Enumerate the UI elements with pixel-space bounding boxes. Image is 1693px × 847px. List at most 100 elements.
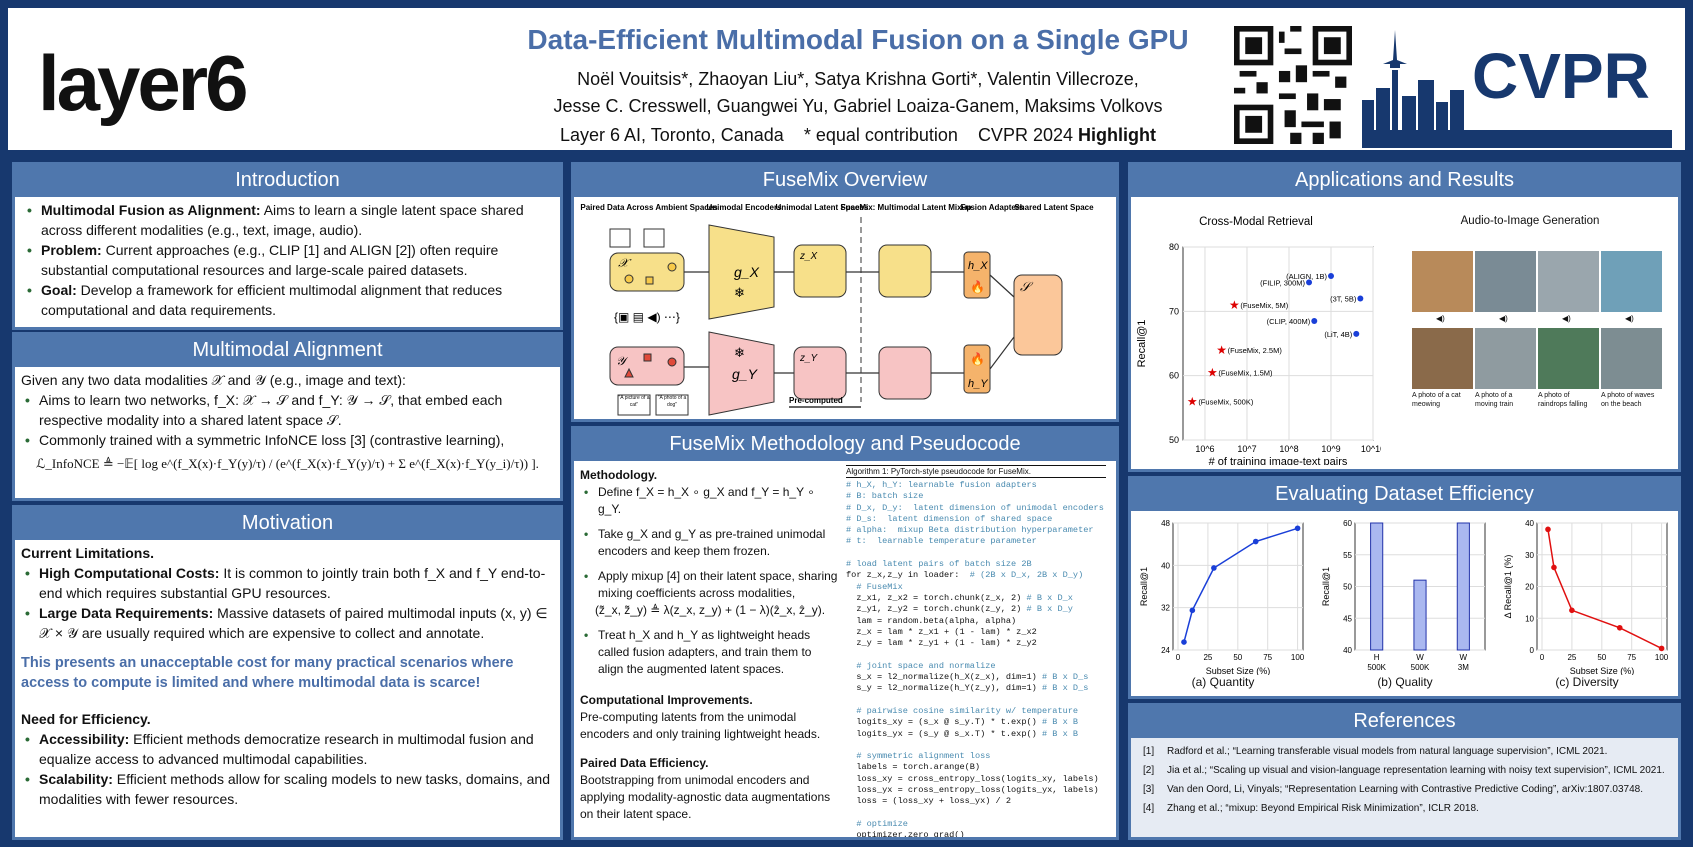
references-title: References — [1353, 710, 1456, 732]
point-label: (FILIP, 300M) — [1260, 278, 1305, 287]
limitation-item: High Computational Costs: It is common t… — [21, 563, 554, 603]
x-tick-label: 100 — [1655, 653, 1669, 662]
code-line: logits_xy = (s_x @ s_y.T) * t.exp() # B … — [846, 717, 1079, 728]
code-line — [846, 808, 1106, 819]
x-tick-label: 25 — [1567, 653, 1576, 662]
data-point — [1306, 279, 1313, 286]
code-line: z_x1, z_x2 = torch.chunk(z_x, 2) # B x D… — [846, 592, 1073, 603]
limitation-bold: High Computational Costs: — [39, 565, 220, 581]
efficiency-body: 24 32 40 48 Recall@1 0 25 50 75 100 Subset Size (%… — [1131, 511, 1678, 696]
code-line: loss_yx = cross_entropy_loss(logits_yx, … — [846, 785, 1099, 796]
y-tick-label: 30 — [1525, 551, 1534, 560]
dog-icon — [643, 228, 665, 248]
code-line: labels = torch.arange(B) — [846, 762, 981, 773]
code-line: # pairwise cosine similarity w/ temperat… — [856, 705, 1079, 716]
code-line: # FuseMix — [856, 581, 903, 592]
generated-image — [1412, 251, 1473, 312]
y-tick-label: 55 — [1343, 551, 1352, 560]
highlight-label: Highlight — [1078, 125, 1156, 145]
data-point — [1545, 526, 1551, 533]
zx-label: z_X — [799, 251, 818, 262]
y-tick-label: 80 — [1169, 242, 1179, 252]
motivation-callout: This presents an unacceptable cost for m… — [21, 655, 514, 691]
data-point — [1181, 639, 1187, 645]
point-label: (LiT, 4B) — [1324, 330, 1352, 339]
computational-text: Pre-computing latents from the unimodal … — [580, 710, 821, 741]
alignment-lead: Given any two data modalities 𝒳 and 𝒴 (e… — [21, 372, 406, 388]
y-tick-label: 60 — [1343, 519, 1352, 528]
code-line: for z_x,z_y in loader: # (2B x D_x, 2B x… — [846, 570, 1084, 581]
introduction-body: Multimodal Fusion as Alignment: Aims to … — [15, 197, 560, 327]
intro-item-bold: Goal: — [41, 282, 77, 298]
y-tick-label: 50 — [1169, 435, 1179, 445]
algorithm-title: Algorithm 1: PyTorch-style pseudocode fo… — [846, 466, 1106, 478]
reference-number: [2] — [1143, 765, 1155, 776]
data-point-star: ★ — [1216, 343, 1227, 357]
code-line: s_y = l2_normalize(h_Y(z_y), dim=1) # B … — [846, 683, 1089, 694]
x-tick-label: 0 — [1176, 653, 1181, 662]
efficiency-text: Efficient methods democratize research i… — [39, 731, 534, 767]
series-line — [1547, 529, 1662, 650]
data-point — [1311, 317, 1318, 324]
caption-diversity: (c) Diversity — [1555, 675, 1619, 689]
caption-quality: (b) Quality — [1377, 675, 1433, 689]
data-point — [1357, 295, 1364, 302]
code-line: loss_xy = cross_entropy_loss(logits_xy, … — [846, 773, 1099, 784]
efficiency-bold: Accessibility: — [39, 731, 130, 747]
speaker-icon: ◀) — [1499, 314, 1508, 323]
col-label-shared: Shared Latent Space — [1014, 203, 1094, 212]
mixup-zy — [878, 346, 932, 400]
gx-label: g_X — [734, 264, 760, 280]
code-line: # B: batch size — [846, 491, 924, 502]
frozen-icon-y: ❄ — [734, 345, 745, 360]
caption-cat: "A picture of a cat" — [618, 395, 650, 408]
method-step: Take g_X and g_Y as pre-trained unimodal… — [580, 526, 840, 560]
y-tick-label: 40 — [1343, 646, 1352, 655]
authors-line-2: Jesse C. Cresswell, Guangwei Yu, Gabriel… — [553, 96, 1163, 116]
code-line: s_x = l2_normalize(h_X(z_x), dim=1) # B … — [846, 672, 1089, 683]
modality-icons: {▣ ▤ ◀) ⋯} — [614, 310, 680, 324]
efficiency-panel: Evaluating Dataset Efficiency 24 32 40 48 Re… — [1128, 476, 1681, 699]
data-point — [1327, 272, 1334, 279]
alignment-panel: Multimodal Alignment Given any two data … — [12, 332, 563, 501]
y-tick-label: 48 — [1161, 519, 1170, 528]
encoder-gy — [708, 331, 775, 416]
authors-line-1: Noël Vouitsis*, Zhaoyan Liu*, Satya Kris… — [577, 69, 1139, 89]
trainable-icon-x: 🔥 — [970, 280, 985, 294]
encoder-gx — [708, 224, 775, 320]
x-tick-label: 0 — [1540, 653, 1545, 662]
introduction-title: Introduction — [235, 169, 340, 191]
plot-frame — [1182, 246, 1374, 441]
overview-body: Paired Data Across Ambient Spaces Unimod… — [574, 197, 1116, 419]
limitation-bold: Large Data Requirements: — [39, 605, 214, 621]
y-tick-label: 0 — [1530, 646, 1535, 655]
generated-image — [1601, 251, 1662, 312]
methodology-title: FuseMix Methodology and Pseudocode — [669, 433, 1021, 455]
y-tick-label: 40 — [1525, 519, 1534, 528]
trainable-icon-y: 🔥 — [970, 352, 985, 366]
code-line: # t: learnable temperature parameter — [846, 536, 1037, 547]
y-tick-label: 20 — [1525, 583, 1534, 592]
code-line: loss = (loss_xy + loss_yx) / 2 — [846, 796, 1012, 807]
poster-header: layer6 Data-Efficient Multimodal Fusion … — [8, 8, 1685, 150]
layer6-logo: layer6 — [38, 39, 249, 127]
computational-heading: Computational Improvements. — [580, 693, 753, 707]
reference-item: [4] Zhang et al.; “mixup: Beyond Empirica… — [1137, 799, 1672, 818]
x-tick-label: 10^6 — [1195, 444, 1214, 454]
applications-body: Cross-Modal Retrieval 50 60 70 80 10^6 10^7 10^… — [1131, 197, 1678, 469]
col-label-latent: Unimodal Latent Spaces — [776, 203, 869, 212]
code-line — [846, 740, 1106, 751]
x-tick-label: 75 — [1263, 653, 1272, 662]
paired-data-text: Bootstrapping from unimodal encoders and… — [580, 773, 831, 821]
introduction-panel: Introduction Multimodal Fusion as Alignm… — [12, 162, 563, 330]
efficiency-title: Evaluating Dataset Efficiency — [1275, 483, 1534, 505]
data-point — [1211, 565, 1217, 571]
limitation-text: Massive datasets of paired multimodal in… — [39, 605, 548, 641]
code-line: # load latent pairs of batch size 2B — [846, 559, 1032, 570]
code-line: logits_yx = (s_y @ s_x.T) * t.exp() # B … — [846, 728, 1079, 739]
x-axis-label: Subset Size (%) — [1570, 666, 1635, 675]
col-label-adapters: Fusion Adapters — [961, 203, 1024, 212]
x-tick-label: 50 — [1597, 653, 1606, 662]
data-point — [1658, 645, 1665, 652]
generated-image — [1412, 328, 1473, 389]
